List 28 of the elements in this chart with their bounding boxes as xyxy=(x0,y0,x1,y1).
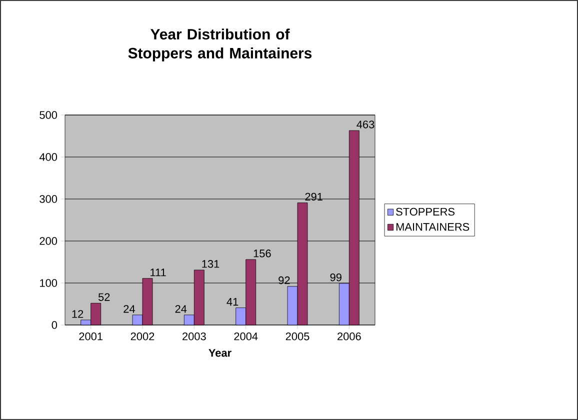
data-label: 111 xyxy=(150,268,166,276)
x-tick-label: 2003 xyxy=(182,332,206,340)
data-label: 92 xyxy=(278,276,290,284)
data-label: 24 xyxy=(175,305,187,313)
legend-label: STOPPERS xyxy=(396,208,455,216)
y-tick-label: 300 xyxy=(40,195,58,203)
data-label: 12 xyxy=(72,310,84,318)
y-tick-label: 500 xyxy=(40,111,58,119)
x-tick-label: 2006 xyxy=(338,332,361,340)
x-tick-label: 2001 xyxy=(79,332,102,340)
data-label: 463 xyxy=(356,120,374,128)
x-axis-title: Year xyxy=(208,349,232,357)
data-label: 156 xyxy=(254,250,271,258)
chart-title: Year Distribution of Stoppers and Maintainers xyxy=(128,28,312,62)
y-tick-label: 100 xyxy=(40,279,58,287)
x-tick-label: 2005 xyxy=(286,332,310,340)
y-tick-label: 400 xyxy=(39,153,58,161)
x-tick-label: 2004 xyxy=(234,332,258,340)
legend-label: MAINTAINERS xyxy=(396,223,470,231)
data-label: 291 xyxy=(305,192,322,201)
data-label: 24 xyxy=(124,305,135,313)
x-tick-label: 2002 xyxy=(130,332,154,340)
data-label: 41 xyxy=(226,298,238,306)
y-tick-label: 200 xyxy=(40,237,58,245)
data-label: 99 xyxy=(330,273,342,282)
data-label: 131 xyxy=(202,260,220,268)
data-label: 52 xyxy=(98,293,110,301)
y-tick-label: 0 xyxy=(52,321,58,329)
